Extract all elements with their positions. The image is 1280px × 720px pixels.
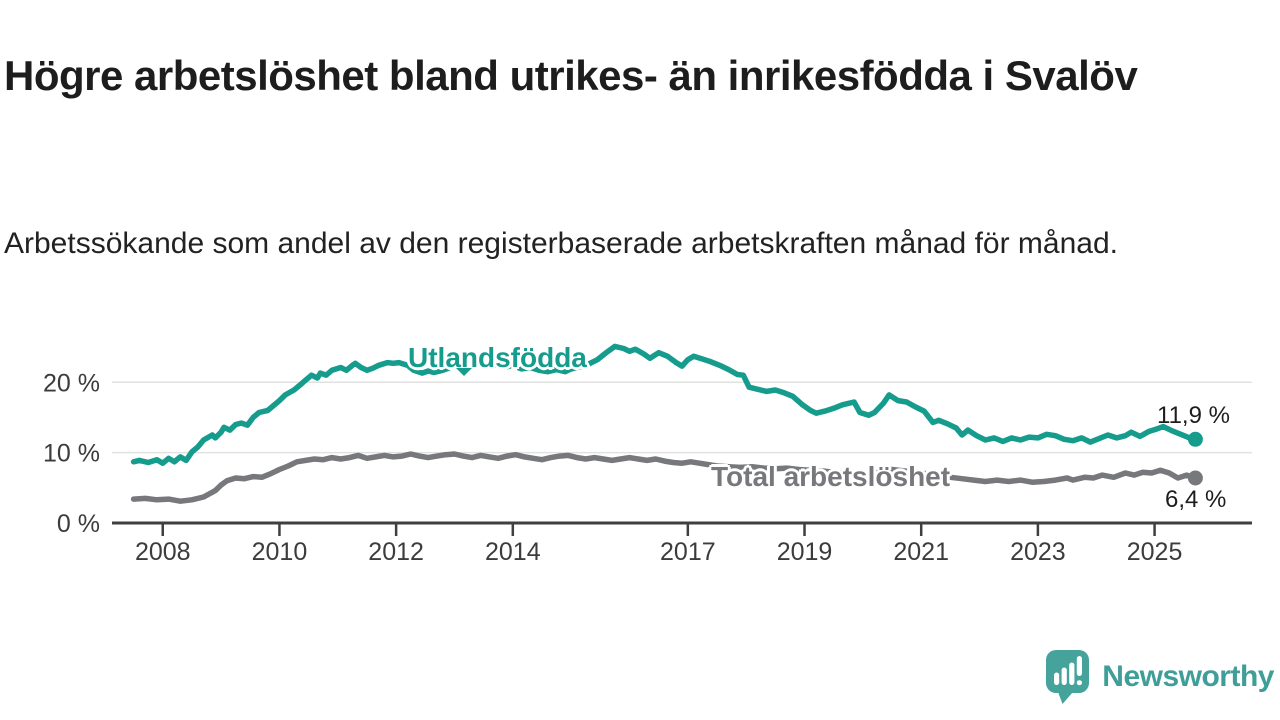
speech-bubble-bar-chart-icon <box>1046 650 1090 704</box>
x-axis-tick-label: 2010 <box>252 538 308 566</box>
series-line-0 <box>130 343 1199 466</box>
page-title: Högre arbetslöshet bland utrikes- än inr… <box>4 52 1138 100</box>
x-axis-tick-label: 2023 <box>1010 538 1066 566</box>
x-axis-tick-label: 2008 <box>135 538 191 566</box>
y-axis-tick-label: 20 % <box>43 369 100 397</box>
series-end-dot-0 <box>1187 431 1203 447</box>
x-axis-tick-label: 2012 <box>368 538 424 566</box>
series-line-1 <box>130 451 1199 504</box>
end-value-label-utlandsfodda: 11,9 % <box>1157 402 1230 429</box>
y-axis-tick-label: 0 % <box>57 510 100 538</box>
chart-subtitle: Arbetssökande som andel av den registerb… <box>4 227 1118 260</box>
series-end-dot-1 <box>1187 470 1203 486</box>
x-axis-tick-label: 2019 <box>777 538 833 566</box>
y-axis-tick-label: 10 % <box>43 440 100 468</box>
x-axis-tick-label: 2017 <box>660 538 716 566</box>
newsworthy-logo-text: Newsworthy <box>1102 659 1274 693</box>
logo-bubble-tail <box>1058 692 1074 704</box>
x-axis-tick-label: 2025 <box>1127 538 1183 566</box>
series-label-utlandsfodda: Utlandsfödda <box>408 342 587 373</box>
logo-bubble <box>1046 650 1090 693</box>
newsworthy-logo[interactable]: Newsworthy <box>1043 648 1274 705</box>
x-axis-tick-label: 2021 <box>893 538 949 566</box>
x-axis-tick-label: 2014 <box>485 538 541 566</box>
label-pointer-icon <box>456 368 472 376</box>
series-label-total: Total arbetslöshet <box>711 461 951 492</box>
end-value-label-total: 6,4 % <box>1165 486 1227 513</box>
